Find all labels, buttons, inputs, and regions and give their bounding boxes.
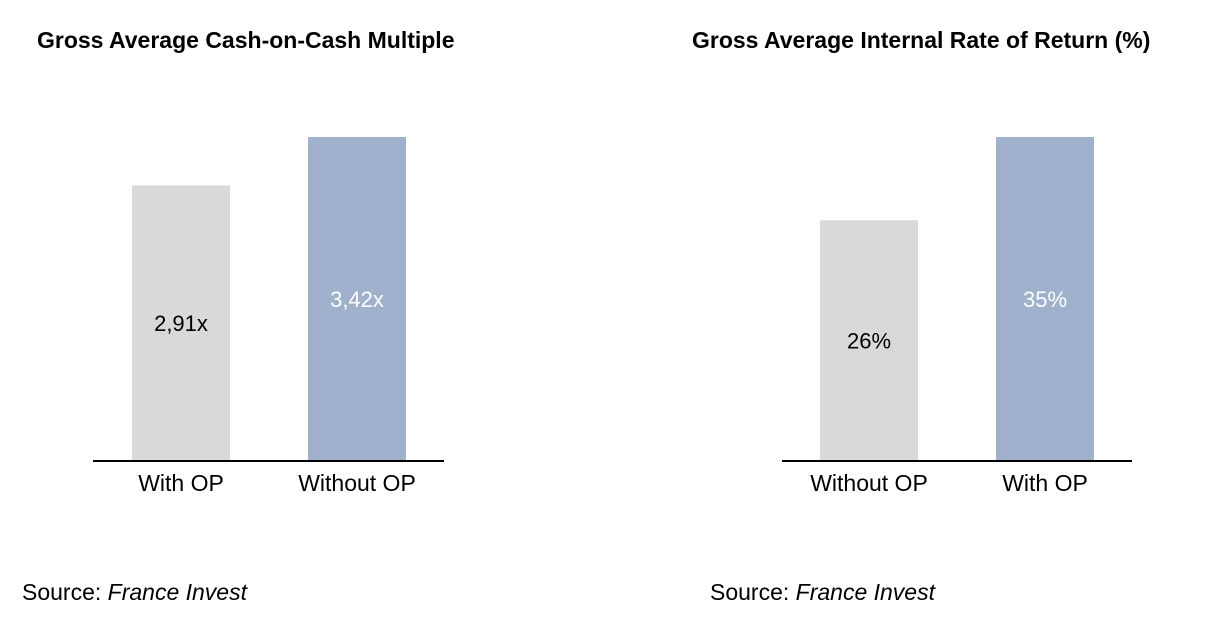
source-label: Source: bbox=[22, 579, 102, 605]
bar-1 bbox=[132, 185, 230, 461]
category-label: Without OP bbox=[298, 470, 416, 496]
source-label: Source: bbox=[710, 579, 790, 605]
data-label: 26% bbox=[847, 329, 891, 354]
data-label: 35% bbox=[1023, 287, 1067, 312]
source-note: Source: France Invest bbox=[710, 579, 935, 606]
bar-1 bbox=[820, 220, 918, 461]
bar-chart-irr: 26% Without OP 35% With OP bbox=[782, 137, 1132, 496]
source-note: Source: France Invest bbox=[22, 579, 247, 606]
bar-2 bbox=[308, 137, 406, 461]
category-label: With OP bbox=[138, 470, 224, 496]
bar-chart-cash-multiple: 2,91x With OP 3,42x Without OP bbox=[93, 137, 444, 496]
data-label: 3,42x bbox=[330, 287, 384, 312]
chart-title: Gross Average Cash-on-Cash Multiple bbox=[37, 27, 455, 53]
data-label: 2,91x bbox=[154, 311, 208, 336]
source-name: France Invest bbox=[795, 579, 935, 605]
source-name: France Invest bbox=[107, 579, 247, 605]
category-label: Without OP bbox=[810, 470, 928, 496]
chart-panel-cash-multiple: Gross Average Cash-on-Cash Multiple 2,91… bbox=[0, 0, 615, 625]
chart-title: Gross Average Internal Rate of Return (%… bbox=[692, 27, 1151, 53]
chart-panel-irr: Gross Average Internal Rate of Return (%… bbox=[615, 0, 1231, 625]
bar-2 bbox=[996, 137, 1094, 461]
category-label: With OP bbox=[1002, 470, 1088, 496]
